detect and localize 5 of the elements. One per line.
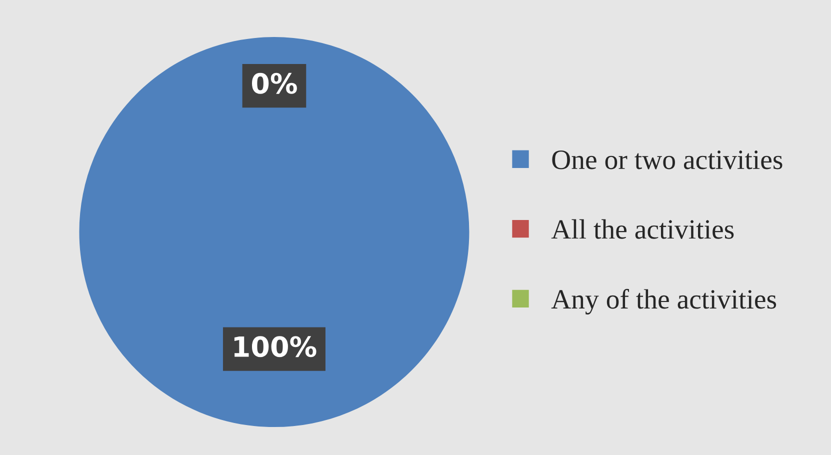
text: 0%	[252, 72, 297, 94]
legend-label: All the activities	[551, 219, 734, 239]
legend-label: Any of the activities	[551, 288, 776, 314]
legend-label: One or two activities	[552, 150, 782, 170]
data-label: 100%	[234, 336, 316, 358]
